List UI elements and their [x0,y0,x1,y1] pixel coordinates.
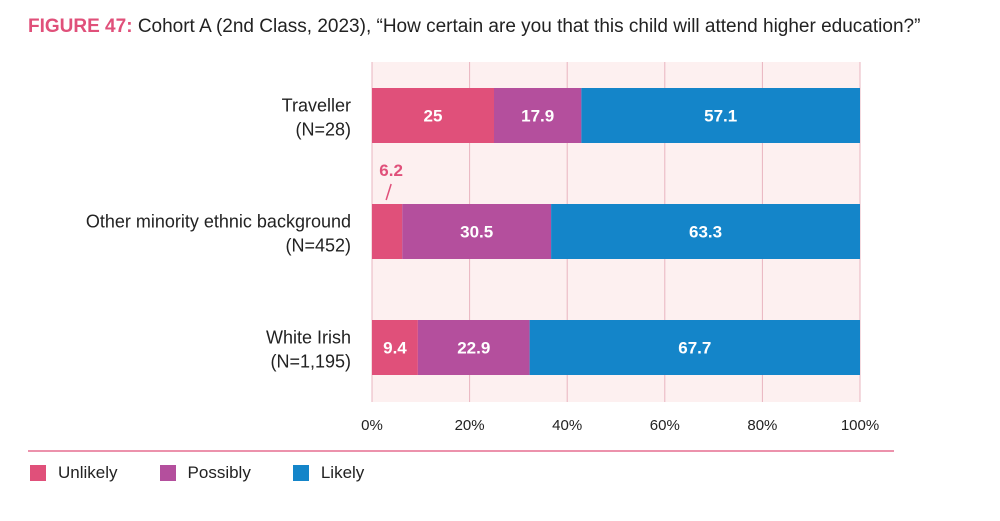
legend-swatch-likely [292,465,309,481]
x-tick-label-60: 60% [650,417,680,434]
data-label-unlikely-1: 6.2 [379,161,403,180]
chart-title: FIGURE 47: Cohort A (2nd Class, 2023), “… [28,16,920,38]
data-label-likely-0: 57.1 [704,107,737,126]
legend-swatch-unlikely [30,465,46,481]
legend-label-likely: Likely [320,463,365,482]
legend-label-unlikely: Unlikely [58,463,118,482]
leader-line-unlikely-1 [385,183,392,201]
data-label-possibly-1: 30.5 [460,223,493,242]
x-tick-label-100: 100% [841,417,879,434]
x-tick-label-20: 20% [455,417,485,434]
data-label-unlikely-2: 9.4 [383,339,407,358]
x-tick-label-40: 40% [552,417,582,434]
data-label-likely-1: 63.3 [689,223,722,242]
category-label-1-line-0: Other minority ethnic background [86,212,351,232]
category-label-0-line-0: Traveller [282,96,351,116]
bar-segment-unlikely-1 [372,204,403,259]
data-label-likely-2: 67.7 [678,339,711,358]
bar-segment-possibly-0 [494,88,582,143]
data-label-possibly-0: 17.9 [521,107,554,126]
figure-label: FIGURE 47: [28,16,133,37]
category-label-0-line-1: (N=28) [295,120,351,140]
bar-segment-unlikely-2 [372,320,418,375]
legend-item-possibly: Possibly [159,463,251,483]
x-tick-label-80: 80% [747,417,777,434]
data-label-possibly-2: 22.9 [457,339,490,358]
bar-segment-likely-1 [551,204,860,259]
x-tick-label-0: 0% [361,417,383,434]
category-label-1-line-1: (N=452) [285,236,351,256]
legend-item-unlikely: Unlikely [30,463,118,483]
category-label-2-line-1: (N=1,195) [270,352,351,372]
legend-item-likely: Likely [292,463,365,483]
legend: Unlikely Possibly Likely [30,463,406,483]
figure-title-text: Cohort A (2nd Class, 2023), “How certain… [137,16,921,37]
bar-segment-likely-0 [581,88,860,143]
legend-swatch-possibly [159,465,176,481]
category-label-2-line-0: White Irish [266,328,351,348]
bar-segment-possibly-2 [417,320,530,375]
bar-segment-unlikely-0 [372,88,494,143]
bar-segment-likely-2 [529,320,860,375]
legend-label-possibly: Possibly [187,463,251,482]
data-label-unlikely-0: 25 [424,107,443,126]
bar-segment-possibly-1 [402,204,552,259]
